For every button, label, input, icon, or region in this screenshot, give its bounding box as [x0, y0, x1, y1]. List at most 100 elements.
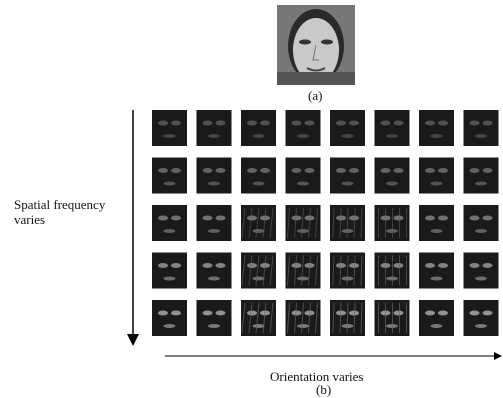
- eye-blob: [483, 168, 493, 173]
- gabor-grid: [152, 110, 499, 336]
- filtered-face: [152, 158, 187, 194]
- tile-bg: [419, 300, 454, 336]
- filtered-face: [464, 300, 499, 336]
- eye-blob: [470, 216, 480, 221]
- eye-blob: [305, 168, 315, 173]
- eye-blob: [203, 168, 213, 173]
- filtered-face: [152, 205, 187, 241]
- eye-blob: [425, 168, 435, 173]
- eye-blob: [349, 216, 359, 221]
- filtered-face: [241, 253, 276, 289]
- eye-blob: [483, 311, 493, 316]
- eye-blob: [349, 263, 359, 268]
- face-image: [277, 5, 355, 85]
- eye-blob: [158, 168, 168, 173]
- tile-bg: [241, 110, 276, 146]
- eye-blob: [203, 216, 213, 221]
- eye-blob: [394, 263, 404, 268]
- eye-blob: [247, 216, 257, 221]
- mouth-blob: [431, 277, 443, 281]
- eye-blob: [292, 311, 302, 316]
- filtered-face: [241, 110, 276, 146]
- filtered-face: [419, 158, 454, 194]
- mouth-blob: [253, 324, 265, 328]
- tile-bg: [197, 110, 232, 146]
- mouth-blob: [208, 134, 220, 138]
- label-b: (b): [316, 382, 331, 397]
- mouth-blob: [253, 182, 265, 186]
- tile-bg: [419, 110, 454, 146]
- eye-blob: [171, 216, 181, 221]
- mouth-blob: [253, 277, 265, 281]
- filtered-face: [241, 205, 276, 241]
- mouth-blob: [475, 229, 487, 233]
- eye-blob: [470, 168, 480, 173]
- eye-blob: [216, 311, 226, 316]
- eye-blob: [483, 121, 493, 126]
- eye-blob: [171, 121, 181, 126]
- eye-blob: [292, 263, 302, 268]
- eye-blob: [292, 121, 302, 126]
- filtered-face: [375, 205, 410, 241]
- mouth-blob: [164, 229, 176, 233]
- mouth-blob: [475, 182, 487, 186]
- eye-blob: [349, 311, 359, 316]
- tile-bg: [464, 253, 499, 289]
- mouth-blob: [475, 277, 487, 281]
- mouth-blob: [297, 229, 309, 233]
- tile-bg: [419, 253, 454, 289]
- mouth-blob: [208, 277, 220, 281]
- mouth-blob: [386, 134, 398, 138]
- eye-blob: [171, 168, 181, 173]
- filtered-face: [375, 110, 410, 146]
- filtered-face: [464, 253, 499, 289]
- filtered-face: [419, 110, 454, 146]
- mouth-blob: [164, 134, 176, 138]
- eye-blob: [438, 121, 448, 126]
- eye-blob: [470, 121, 480, 126]
- filtered-face: [152, 300, 187, 336]
- eye-blob: [216, 168, 226, 173]
- tile-bg: [464, 205, 499, 241]
- filtered-face: [330, 158, 365, 194]
- eye-blob: [438, 168, 448, 173]
- y-axis-label: Spatial frequency varies: [14, 197, 134, 227]
- eye-blob: [247, 168, 257, 173]
- eye-blob: [158, 263, 168, 268]
- eye-blob: [247, 311, 257, 316]
- filtered-face: [464, 110, 499, 146]
- tile-bg: [375, 110, 410, 146]
- filtered-face: [375, 158, 410, 194]
- eye-blob: [203, 311, 213, 316]
- tile-bg: [197, 205, 232, 241]
- mouth-blob: [342, 134, 354, 138]
- tile-bg: [330, 110, 365, 146]
- mouth-blob: [431, 134, 443, 138]
- filtered-face: [419, 205, 454, 241]
- eye-blob: [336, 168, 346, 173]
- eye-blob: [483, 263, 493, 268]
- eye-blob: [260, 121, 270, 126]
- eye-blob: [158, 121, 168, 126]
- eye-blob: [438, 311, 448, 316]
- eye-blob: [394, 311, 404, 316]
- eye-blob: [203, 121, 213, 126]
- filtered-face: [197, 253, 232, 289]
- eye-blob: [381, 168, 391, 173]
- filtered-face: [419, 300, 454, 336]
- eye-blob: [349, 121, 359, 126]
- mouth-blob: [208, 324, 220, 328]
- tile-bg: [464, 300, 499, 336]
- filtered-face: [375, 253, 410, 289]
- eye-blob: [470, 311, 480, 316]
- eye-blob: [260, 168, 270, 173]
- filtered-face: [241, 300, 276, 336]
- filtered-face: [330, 205, 365, 241]
- tile-bg: [286, 158, 321, 194]
- mouth-blob: [386, 182, 398, 186]
- tile-bg: [464, 158, 499, 194]
- tile-bg: [330, 158, 365, 194]
- tile-bg: [464, 110, 499, 146]
- mouth-blob: [431, 324, 443, 328]
- mouth-blob: [297, 182, 309, 186]
